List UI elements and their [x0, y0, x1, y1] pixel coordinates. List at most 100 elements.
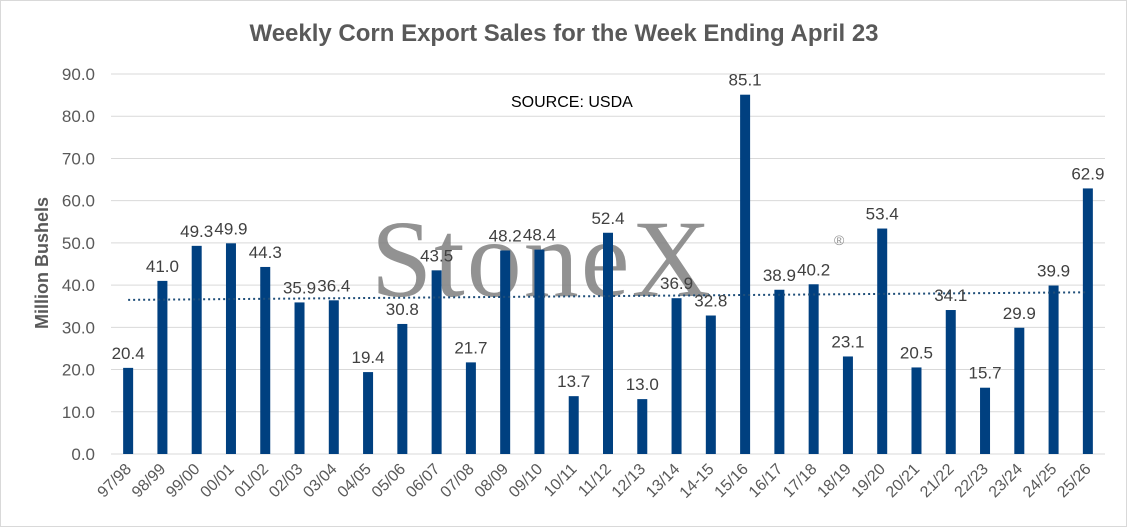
x-tick-label: 25/26 [1054, 461, 1094, 501]
bar [1014, 327, 1025, 454]
bar [534, 249, 545, 454]
y-tick-label: 90.0 [62, 65, 95, 84]
data-label: 35.9 [283, 278, 316, 297]
data-label: 36.9 [660, 274, 693, 293]
x-tick-label: 22/23 [952, 461, 992, 501]
y-axis-label: Million Bushels [32, 197, 52, 329]
bar [157, 280, 168, 454]
bar [945, 310, 956, 454]
y-tick-label: 60.0 [62, 192, 95, 211]
bar [431, 270, 442, 454]
data-label: 19.4 [352, 348, 385, 367]
x-tick-label: 08/09 [472, 461, 512, 501]
y-tick-label: 70.0 [62, 149, 95, 168]
x-tick-label: 18/19 [814, 461, 854, 501]
x-tick-label: 17/18 [780, 461, 820, 501]
data-label: 36.4 [317, 276, 350, 295]
data-label: 49.3 [180, 222, 213, 241]
bar [671, 298, 682, 454]
bar [842, 356, 853, 454]
data-label: 41.0 [146, 257, 179, 276]
data-label: 29.9 [1003, 304, 1036, 323]
data-label: 20.5 [900, 343, 933, 362]
x-tick-label: 24/25 [1020, 461, 1060, 501]
x-tick-label: 01/02 [232, 461, 272, 501]
bar [1082, 188, 1093, 454]
x-tick-label: 09/10 [506, 461, 546, 501]
x-tick-label: 06/07 [403, 461, 443, 501]
bar [465, 362, 476, 454]
data-label: 62.9 [1071, 164, 1104, 183]
data-label: 20.4 [112, 344, 145, 363]
x-tick-label: 00/01 [197, 461, 237, 501]
x-tick-label: 11/12 [575, 461, 615, 501]
bar [980, 387, 991, 454]
x-tick-label: 14-15 [677, 461, 718, 502]
x-tick-label: 03/04 [300, 461, 340, 501]
data-label: 13.7 [557, 372, 590, 391]
bar [637, 399, 648, 454]
data-label: 40.2 [797, 260, 830, 279]
data-label: 52.4 [591, 209, 624, 228]
chart-title: Weekly Corn Export Sales for the Week En… [249, 20, 878, 47]
registered-mark: ® [834, 232, 845, 248]
x-axis-ticks: 97/9898/9999/0000/0101/0202/0303/0404/05… [95, 461, 1095, 502]
data-label: 32.8 [694, 292, 727, 311]
bar [328, 300, 339, 454]
data-label: 43.5 [420, 246, 453, 265]
x-tick-label: 07/08 [437, 461, 477, 501]
x-tick-label: 10/11 [541, 461, 581, 501]
bar [808, 284, 819, 454]
data-label: 85.1 [729, 71, 762, 90]
x-tick-label: 97/98 [95, 461, 135, 501]
bar [500, 250, 511, 454]
data-label: 38.9 [763, 266, 796, 285]
x-tick-label: 19/20 [849, 461, 889, 501]
y-tick-label: 10.0 [62, 403, 95, 422]
data-label: 15.7 [968, 364, 1001, 383]
bar [568, 396, 579, 454]
bar [877, 228, 888, 454]
bar [363, 372, 374, 454]
bar [911, 367, 922, 454]
bar [740, 94, 751, 454]
bar [260, 266, 271, 454]
bar [603, 232, 613, 454]
x-tick-label: 12/13 [609, 461, 649, 501]
data-label: 48.2 [489, 226, 522, 245]
data-label: 44.3 [249, 243, 282, 262]
bar [294, 302, 305, 454]
x-tick-label: 15/16 [712, 461, 752, 501]
bar [123, 367, 134, 454]
data-label: 34.1 [934, 286, 967, 305]
data-label: 21.7 [454, 338, 487, 357]
x-tick-label: 23/24 [986, 461, 1026, 501]
data-label: 13.0 [626, 375, 659, 394]
x-tick-label: 20/21 [883, 461, 923, 501]
x-tick-label: 16/17 [746, 461, 786, 501]
x-tick-label: 13/14 [643, 461, 683, 501]
data-label: 49.9 [214, 219, 247, 238]
bar [705, 315, 716, 454]
y-tick-label: 0.0 [71, 445, 95, 464]
data-labels: 20.4 41.049.3 49.944.335.9 36.4 19.4 30.8 43.5… [112, 71, 1105, 394]
bar [397, 323, 408, 454]
bars [123, 94, 1093, 454]
x-tick-label: 04/05 [335, 461, 375, 501]
data-label: 30.8 [386, 300, 419, 319]
x-tick-label: 05/06 [369, 461, 409, 501]
y-tick-label: 40.0 [62, 276, 95, 295]
bar [1048, 285, 1059, 454]
data-label: 39.9 [1037, 262, 1070, 281]
data-label: 48.4 [523, 226, 556, 245]
source-note: SOURCE: USDA [511, 94, 633, 111]
y-tick-label: 50.0 [62, 234, 95, 253]
x-tick-label: 98/99 [129, 461, 169, 501]
bar [774, 289, 785, 454]
bar [191, 245, 202, 454]
x-tick-label: 99/00 [163, 461, 203, 501]
y-axis-ticks: 0.0 10.0 20.0 30.0 40.0 50.0 60.0 70.0 80.0 90.0 [62, 65, 95, 464]
x-tick-label: 21/22 [917, 461, 957, 501]
